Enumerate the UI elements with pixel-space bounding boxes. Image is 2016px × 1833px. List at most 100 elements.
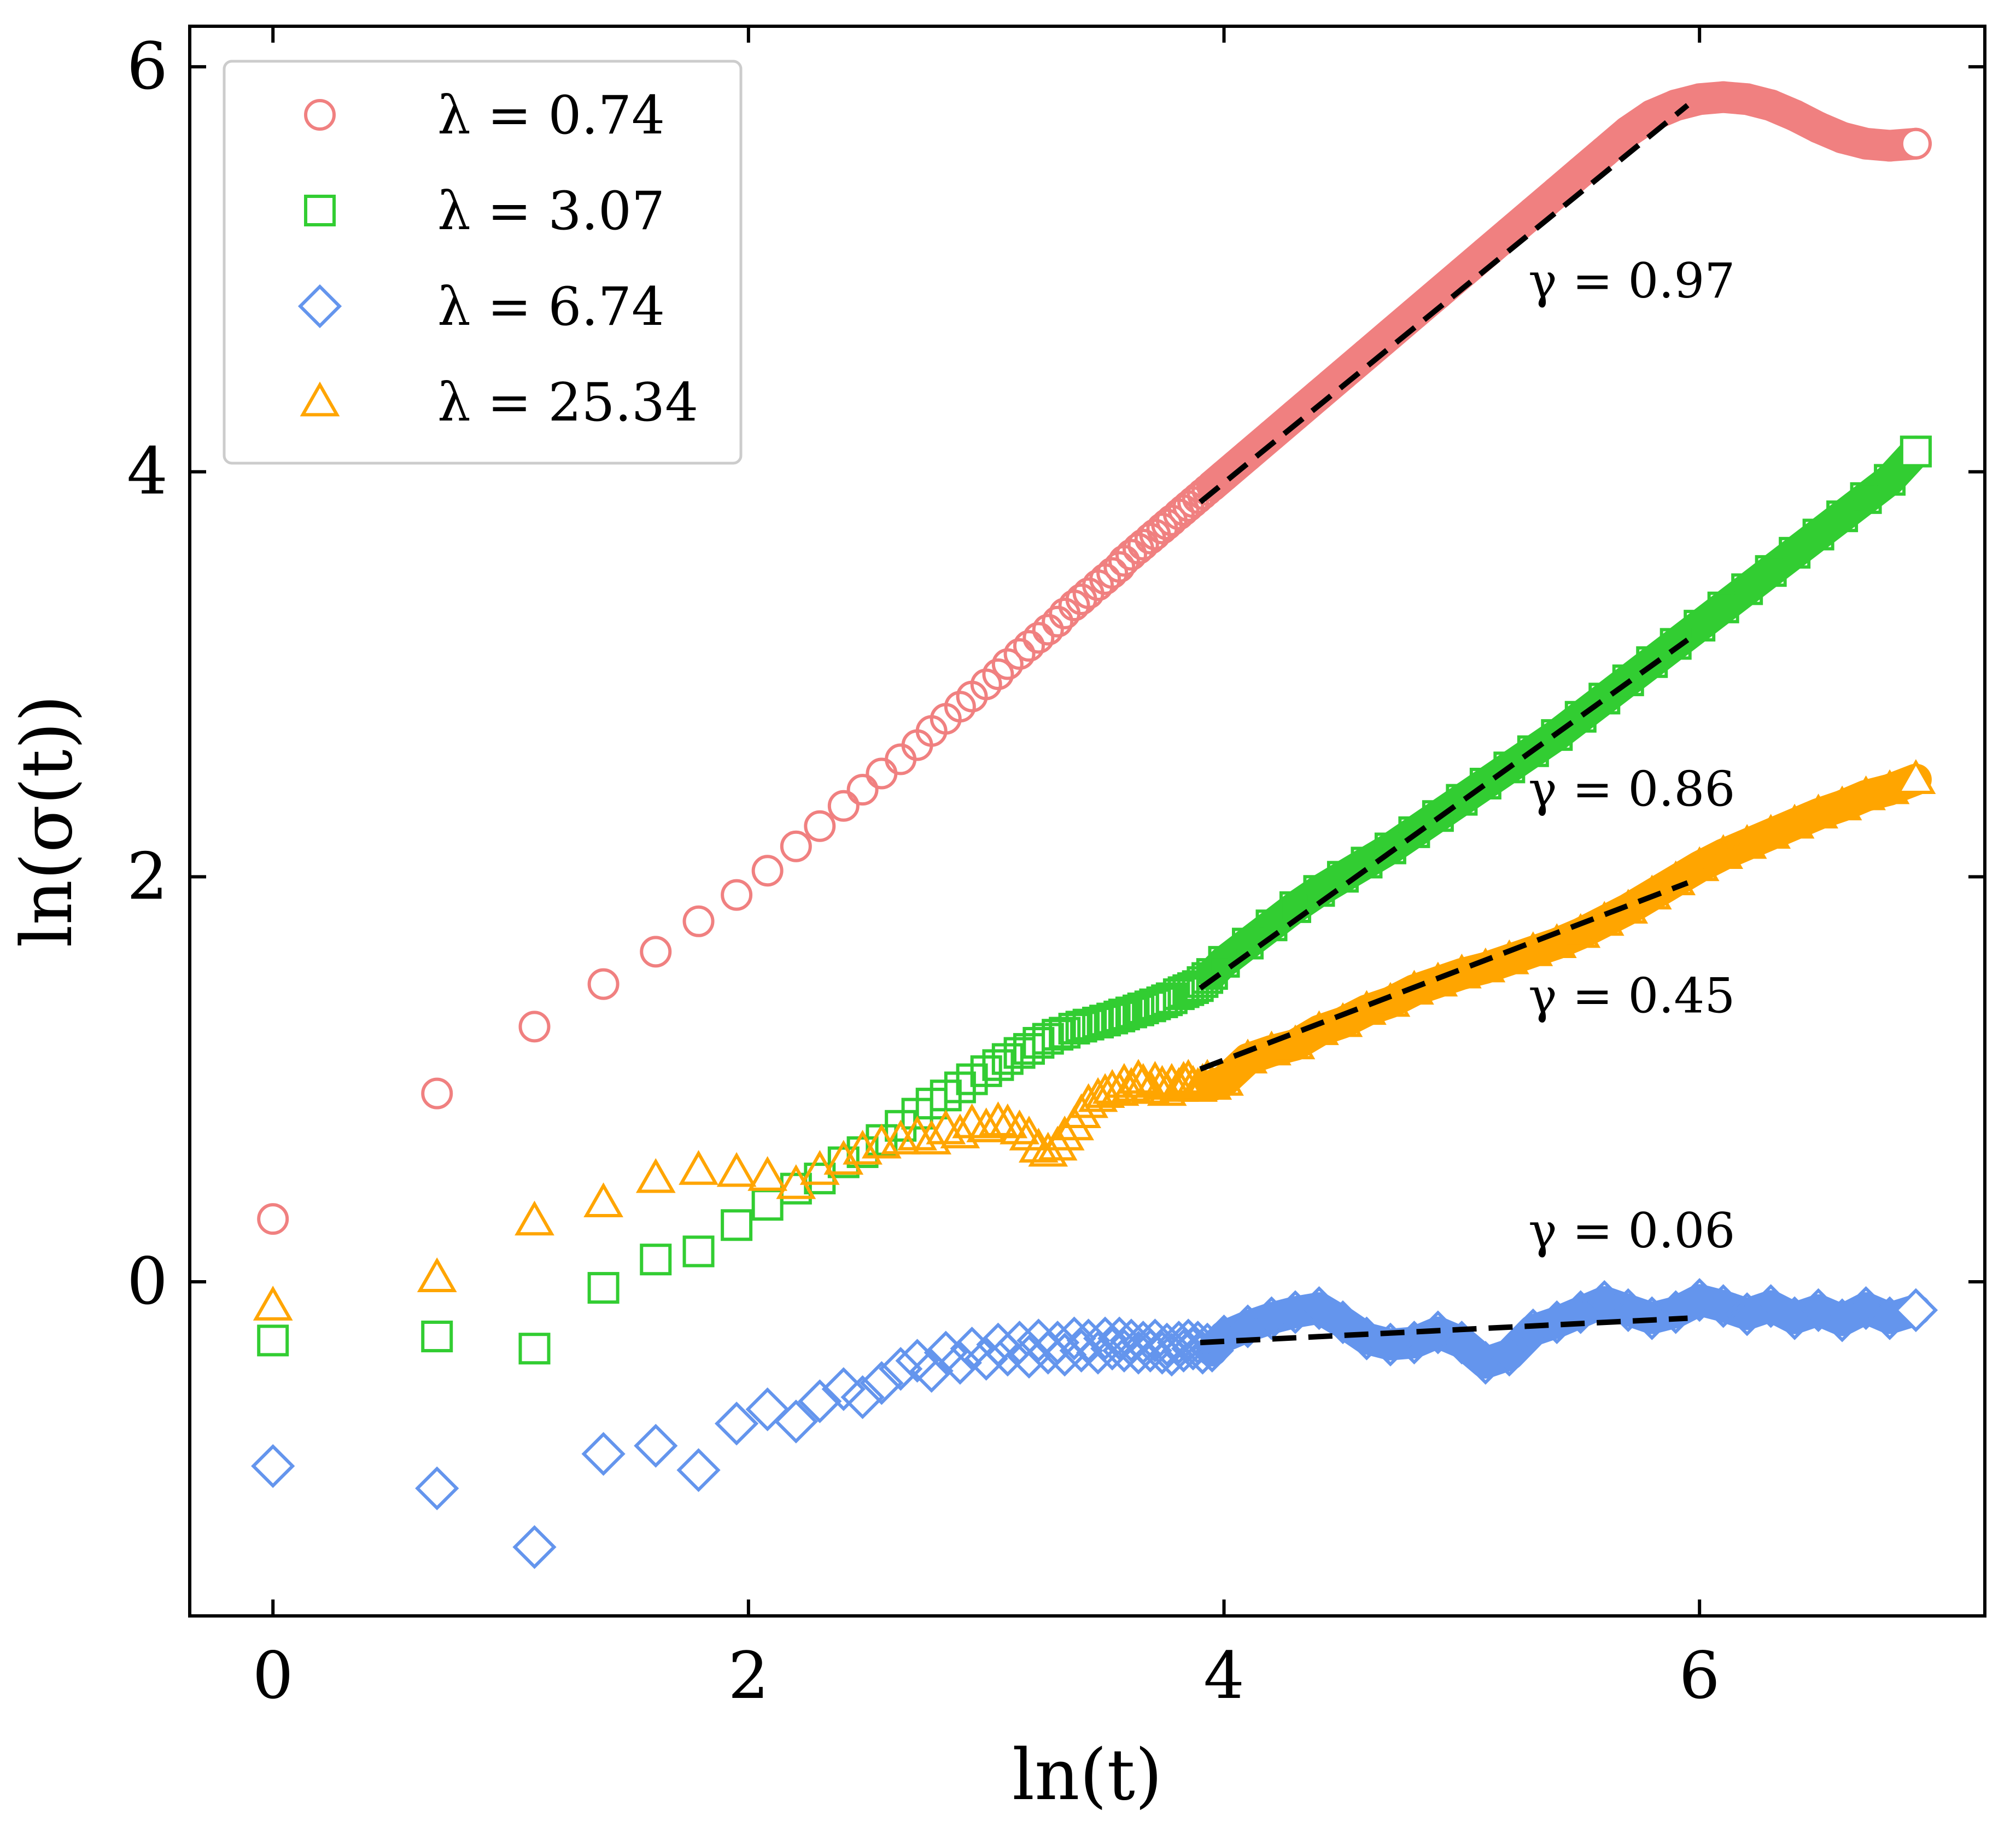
series-3-point	[1368, 1322, 1413, 1367]
series-1-point	[1232, 440, 1264, 472]
series-3-point	[1059, 1328, 1103, 1373]
legend-marker	[297, 284, 342, 329]
series-2-point	[1636, 646, 1668, 678]
axis-ticks	[190, 26, 1985, 1616]
series-3-point	[1392, 1320, 1436, 1365]
series-3-point	[1007, 1334, 1051, 1379]
series-4-point	[1489, 939, 1529, 974]
series-4-point	[1178, 1067, 1218, 1102]
series-2-point	[1588, 682, 1621, 715]
series-2-point	[1146, 986, 1178, 1018]
series-2-point	[1191, 962, 1224, 994]
series-3-point	[1225, 1304, 1270, 1349]
series-2-point	[944, 1071, 976, 1104]
fit-line-2	[1199, 637, 1690, 991]
series-1-point	[1731, 83, 1763, 115]
legend-marker	[300, 381, 340, 417]
series-2-point	[1398, 816, 1430, 848]
series-4-point	[635, 1158, 676, 1193]
series-1-point	[944, 691, 976, 723]
series-4-point	[1000, 1109, 1039, 1145]
series-3-point	[1701, 1284, 1745, 1328]
series-1-point	[1096, 557, 1129, 589]
series-2-point	[1155, 982, 1188, 1014]
series-4-point	[940, 1113, 980, 1149]
series-3-point	[1773, 1296, 1817, 1340]
series-1-point	[780, 830, 812, 862]
series-2-point	[1151, 984, 1183, 1017]
series-3-point	[714, 1402, 759, 1446]
series-2-point	[1115, 996, 1147, 1029]
series-2-point	[1196, 958, 1228, 990]
series-4-point	[1183, 1063, 1223, 1098]
x-tick-label: 4	[1203, 1638, 1244, 1713]
series-4-point	[1204, 1061, 1244, 1096]
series-3-point	[909, 1349, 954, 1393]
series-2-point	[1422, 800, 1454, 832]
series-3-point	[1440, 1320, 1484, 1365]
series-1-point	[1517, 196, 1549, 229]
series-3-point	[1463, 1340, 1507, 1385]
series-3-point	[634, 1423, 678, 1468]
series-1-end-point	[1900, 127, 1932, 160]
y-tick-label: 6	[127, 28, 168, 104]
series-3-point	[1653, 1290, 1698, 1334]
series-2-point	[1072, 1008, 1105, 1041]
series-2-point	[640, 1244, 672, 1276]
x-axis-title: ln(t)	[1012, 1735, 1162, 1816]
series-1-point	[1187, 478, 1219, 510]
series-3-point	[840, 1375, 885, 1420]
series-4-point	[1869, 769, 1910, 804]
series-2-point	[1469, 767, 1501, 799]
series-2-point	[1874, 464, 1906, 496]
series-3-point	[676, 1448, 721, 1492]
legend-item-2: λ = 3.07	[304, 180, 665, 242]
series-2-point	[1802, 518, 1834, 551]
series-3-point	[1320, 1300, 1365, 1345]
series-1-point	[587, 968, 620, 1000]
y-tick-label: 2	[127, 838, 168, 914]
series-2-point	[1850, 482, 1882, 514]
series-4-point	[1347, 990, 1387, 1025]
legend-items: λ = 0.74 λ = 3.07 λ = 6.74 λ = 25.34	[297, 85, 698, 433]
series-3-point	[1249, 1296, 1294, 1340]
series-2-point	[1612, 664, 1644, 697]
series-2-point	[421, 1320, 453, 1352]
series-3-point	[1145, 1322, 1189, 1367]
legend-item-4: λ = 25.34	[300, 372, 698, 433]
series-2-point	[982, 1049, 1014, 1081]
series-2-point	[1049, 1017, 1081, 1049]
series-4-point	[823, 1140, 864, 1175]
series-2-point	[1493, 751, 1526, 784]
series-4-point	[1085, 1073, 1125, 1108]
legend-item-3: λ = 6.74	[297, 276, 665, 337]
series-3	[251, 1278, 1938, 1569]
series-1-point	[518, 1011, 551, 1043]
series-2-point	[1755, 555, 1787, 587]
series-2-point	[518, 1333, 551, 1365]
series-4-point	[966, 1107, 1007, 1142]
series-3-point	[1416, 1310, 1460, 1355]
series-4-point	[1111, 1067, 1152, 1102]
series-3-point	[1176, 1320, 1220, 1365]
series-3-point	[879, 1347, 923, 1391]
series-1-point	[1826, 121, 1859, 154]
series-1-point	[1032, 614, 1064, 646]
series-2-point	[1564, 700, 1597, 733]
series-3-point	[1844, 1286, 1888, 1330]
x-tick-label: 2	[728, 1638, 769, 1713]
series-3-point	[938, 1340, 982, 1385]
series-1-point	[1707, 81, 1739, 113]
series-3-point	[1820, 1298, 1865, 1342]
series-1-point	[1103, 551, 1136, 583]
legend-marker	[304, 195, 336, 226]
series-1-point	[1659, 89, 1692, 121]
series-3-point	[1725, 1292, 1769, 1336]
series-3-point	[745, 1387, 790, 1432]
series-1-point	[1588, 136, 1621, 168]
series-4-point	[716, 1152, 757, 1187]
series-4-point	[1123, 1063, 1164, 1098]
series-3-point	[774, 1399, 818, 1444]
series-2-point	[257, 1324, 289, 1357]
series-2-point	[1187, 966, 1219, 998]
